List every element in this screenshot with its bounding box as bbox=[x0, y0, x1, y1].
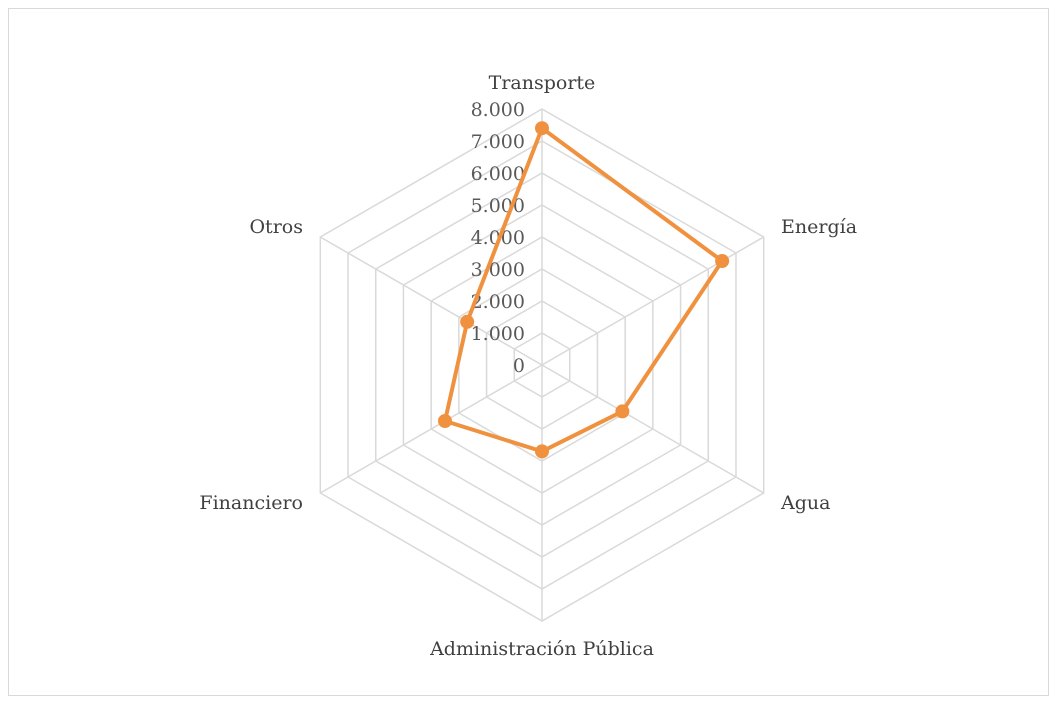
tick-label-6: 6.000 bbox=[471, 163, 525, 185]
category-label-5: Otros bbox=[249, 216, 302, 238]
tick-label-8: 8.000 bbox=[471, 99, 525, 121]
category-labels: Transporte Energía Agua Administración Públ… bbox=[199, 72, 857, 660]
tick-label-3: 3.000 bbox=[471, 259, 525, 281]
category-label-4: Financiero bbox=[199, 492, 303, 514]
grid-spoke-4 bbox=[319, 364, 543, 494]
category-label-3: Administración Pública bbox=[429, 638, 654, 660]
data-point-1 bbox=[715, 254, 730, 268]
tick-label-0: 0 bbox=[513, 355, 525, 377]
data-point-4 bbox=[438, 414, 453, 428]
data-point-3 bbox=[535, 444, 549, 459]
category-label-1: Energía bbox=[781, 216, 857, 238]
data-point-5 bbox=[460, 314, 475, 329]
data-point-2 bbox=[615, 404, 630, 419]
grid-spoke-2 bbox=[541, 364, 765, 494]
tick-label-2: 2.000 bbox=[471, 291, 525, 313]
tick-label-7: 7.000 bbox=[471, 131, 525, 153]
chart-frame: 0 1.000 2.000 3.000 4.000 5.000 6.000 7.000 8.00… bbox=[8, 8, 1049, 696]
radar-chart: 01.0002.0003.0004.0005.0006.0007.0008.00… bbox=[199, 72, 857, 660]
radar-grid bbox=[319, 108, 765, 622]
category-label-2: Agua bbox=[780, 492, 830, 514]
tick-label-1: 1.000 bbox=[471, 323, 525, 345]
category-label-0: Transporte bbox=[489, 72, 596, 94]
series-layer bbox=[438, 121, 730, 459]
data-point-0 bbox=[535, 121, 549, 136]
grid-spoke-5 bbox=[319, 236, 543, 366]
